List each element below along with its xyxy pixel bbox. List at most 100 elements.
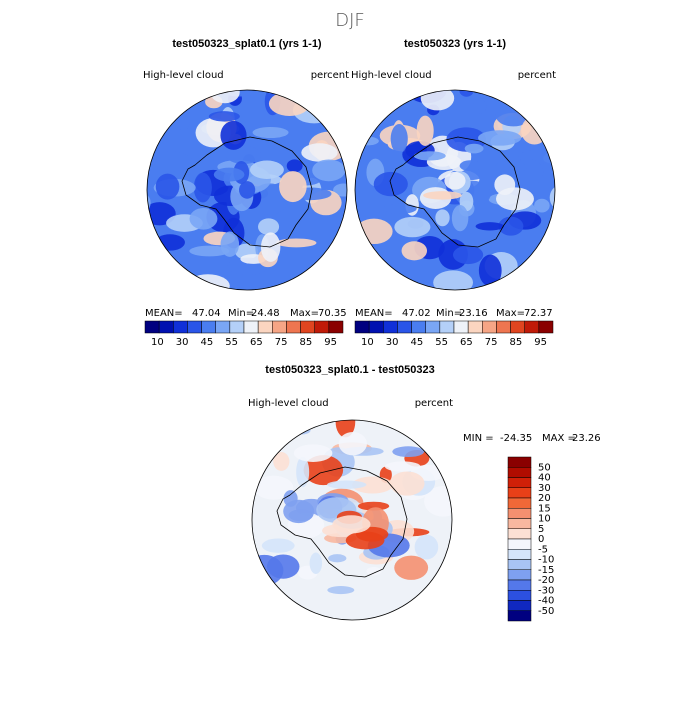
colorbar-box — [425, 320, 441, 334]
max-label: Max= — [496, 308, 525, 319]
colorbar-label: -40 — [538, 596, 554, 607]
contour-patch — [312, 159, 346, 182]
colorbar-box — [507, 456, 532, 468]
colorbar-box — [507, 538, 532, 550]
colorbar-box — [397, 320, 412, 334]
colorbar-box — [272, 320, 287, 334]
colorbar-box — [354, 320, 370, 334]
contour-patch — [352, 476, 394, 494]
colorbar-box — [507, 610, 532, 622]
contour-patch — [328, 554, 347, 563]
colorbar-box — [507, 487, 532, 499]
colorbar-box — [538, 320, 554, 334]
min-value: 24.48 — [251, 308, 280, 319]
map-border — [251, 419, 453, 621]
colorbar-box — [507, 528, 532, 540]
colorbar-label: 50 — [538, 462, 551, 473]
colorbar-box — [507, 579, 532, 591]
contour-patch — [494, 174, 516, 195]
contour-patch — [424, 485, 452, 517]
min-label: Min= — [436, 308, 462, 319]
max-value: 23.26 — [572, 433, 601, 444]
map-border — [146, 89, 348, 291]
map — [252, 420, 452, 620]
contour-patch — [249, 160, 284, 179]
contour-patch — [261, 538, 295, 553]
contour-patch — [549, 185, 555, 210]
contour-patch — [389, 471, 425, 496]
contour-patch — [390, 124, 408, 154]
colorbar-label: 45 — [201, 337, 214, 348]
contour-patch — [220, 120, 247, 150]
contour-patch — [464, 143, 484, 154]
contour-patch — [155, 173, 180, 200]
colorbar-label: 45 — [411, 337, 424, 348]
colorbar-label: 40 — [538, 473, 551, 484]
colorbar-box — [411, 320, 426, 334]
colorbar-box — [257, 320, 273, 334]
contour-patch — [189, 207, 218, 230]
colorbar-box — [507, 477, 532, 488]
contour-patch — [498, 216, 524, 236]
contour-patch — [366, 566, 382, 576]
contour-patch — [423, 191, 462, 200]
contour-patch — [226, 145, 262, 165]
contour-patch — [475, 222, 504, 231]
contour-patch — [260, 232, 281, 262]
variable-label: High-level cloud — [143, 70, 224, 81]
contour-patch — [213, 167, 245, 182]
colorbar-label: 75 — [275, 337, 288, 348]
colorbar-label: 55 — [225, 337, 238, 348]
contour-patch — [252, 554, 284, 586]
colorbar-label: -15 — [538, 565, 554, 576]
contour-patch — [327, 586, 355, 595]
contour-patch — [155, 234, 185, 251]
contour-patch — [534, 198, 550, 213]
contour-patch — [286, 159, 303, 173]
colorbar-box — [507, 569, 532, 581]
contour-patch — [193, 172, 212, 203]
colorbar-box — [453, 320, 469, 334]
colorbar-box — [144, 320, 160, 334]
mean-label: MEAN= — [145, 308, 183, 319]
contour-patch — [394, 555, 429, 580]
coastline — [276, 466, 408, 578]
contour-patch — [383, 203, 417, 214]
coastline — [389, 136, 521, 248]
map — [147, 90, 347, 290]
contour-patch — [392, 446, 425, 458]
contour-patch — [279, 171, 307, 203]
contour-patch — [239, 181, 256, 199]
contour-patch — [420, 90, 455, 111]
contour-patch — [433, 270, 474, 290]
contour-patch — [327, 480, 367, 489]
colorbar-box — [383, 320, 398, 334]
panel-title: test050323 (yrs 1-1) — [404, 38, 506, 50]
coastline — [181, 136, 313, 248]
colorbar-label: 55 — [435, 337, 448, 348]
colorbar-label: 65 — [250, 337, 263, 348]
contour-patch — [268, 91, 311, 116]
contour-patch — [275, 238, 317, 248]
colorbar-label: 15 — [538, 503, 551, 514]
map-border — [354, 89, 556, 291]
colorbar-label: 75 — [485, 337, 498, 348]
colorbar-box — [215, 320, 231, 334]
panel-title: test050323_splat0.1 (yrs 1-1) — [172, 38, 322, 50]
colorbar-label: -50 — [538, 606, 554, 617]
contour-patch — [477, 130, 522, 146]
colorbar-box — [507, 549, 532, 560]
contour-patch — [414, 534, 439, 560]
min-label: Min= — [228, 308, 254, 319]
colorbar-box — [507, 600, 532, 611]
contour-patch — [253, 475, 294, 500]
contour-patch — [208, 111, 240, 122]
variable-label: High-level cloud — [351, 70, 432, 81]
colorbar-box — [510, 320, 525, 334]
colorbar-box — [286, 320, 301, 334]
colorbar-box — [201, 320, 216, 334]
contour-patch — [494, 160, 527, 174]
contour-patch — [333, 183, 347, 197]
colorbar-box — [173, 320, 188, 334]
colorbar-box — [507, 518, 532, 529]
